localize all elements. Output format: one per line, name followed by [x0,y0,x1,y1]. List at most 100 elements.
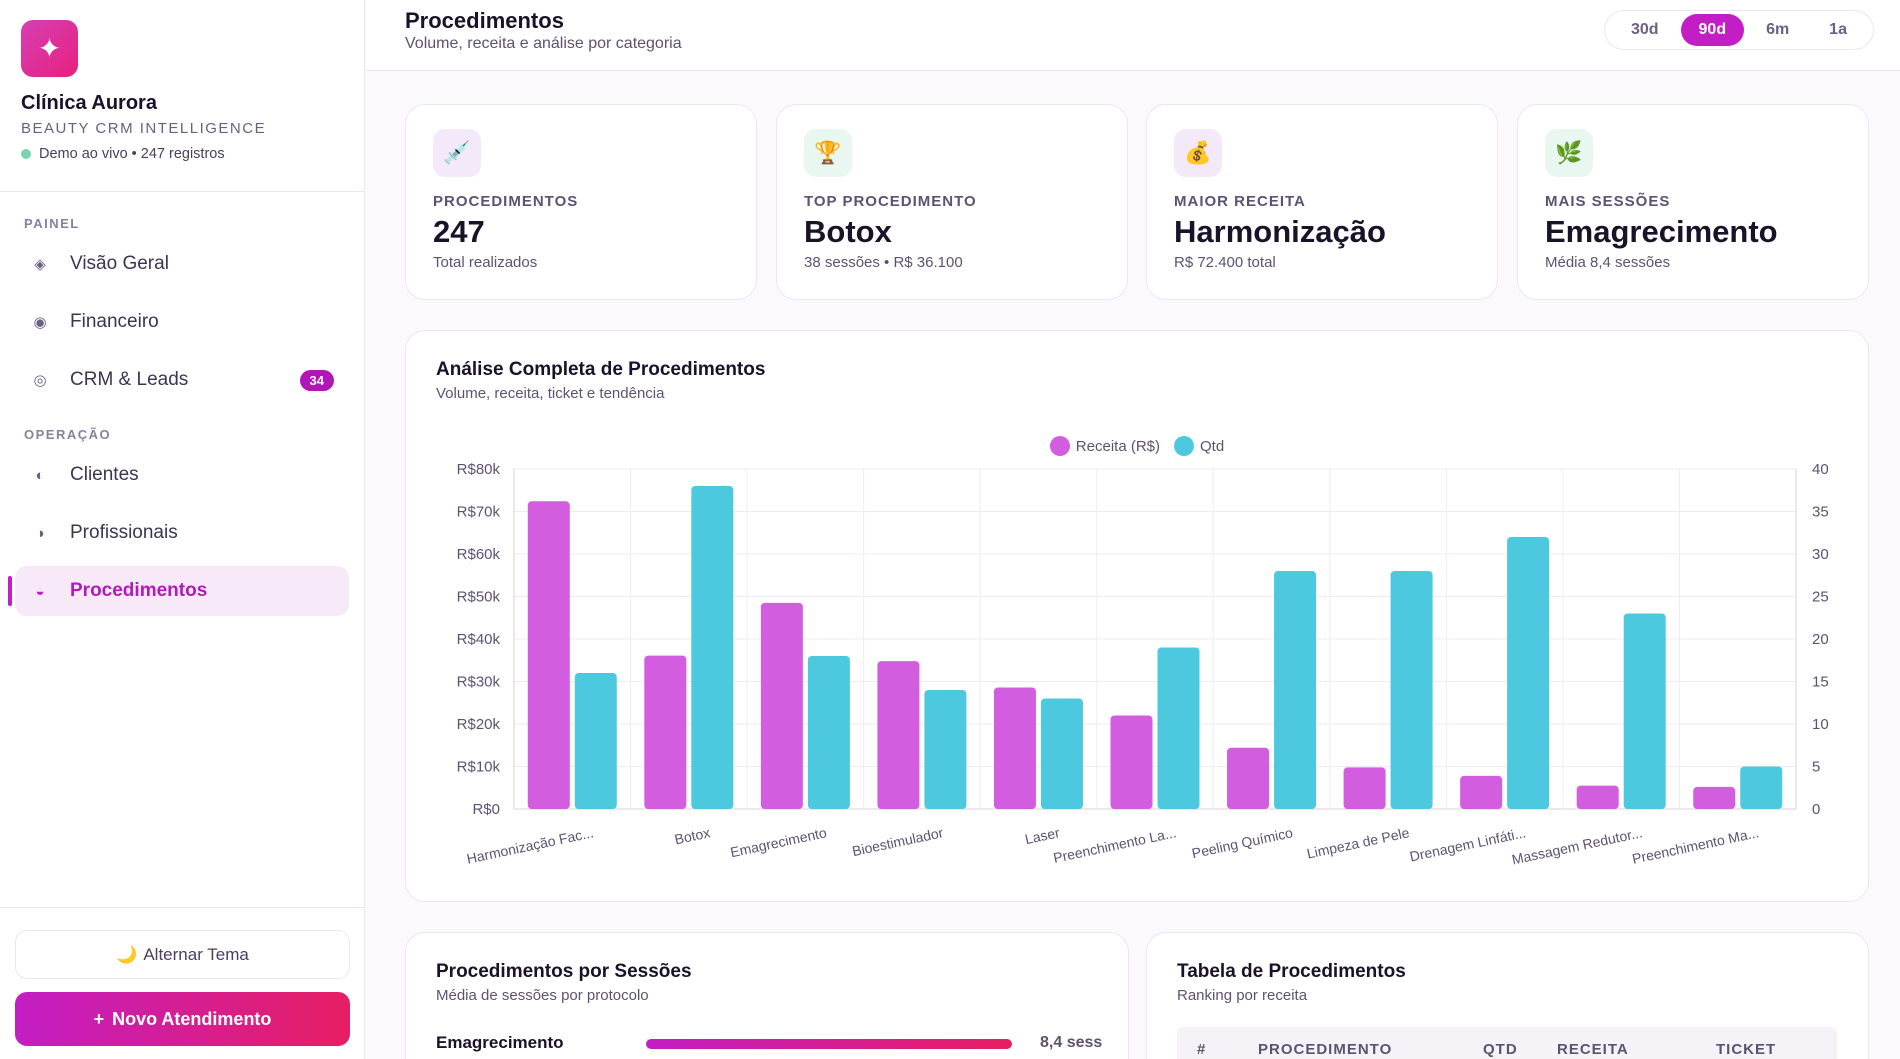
y-tick-label-left: R$20k [457,716,501,733]
session-procedure-name: Emagrecimento [436,1033,564,1052]
sidebar-item-visao-geral[interactable]: ◈ Visão Geral [15,239,349,289]
panel-subtitle: Volume, receita, ticket e tendência [436,385,665,402]
y-tick-label-left: R$80k [457,461,501,478]
bar-qtd [1390,571,1433,809]
bar-receita [1227,747,1270,809]
brand-name: Clínica Aurora [21,92,157,114]
x-tick-label: Laser [1023,824,1061,847]
x-tick-label: Drenagem Linfáti... [1408,824,1527,864]
panel-title: Procedimentos por Sessões [436,961,692,982]
period-6m-button[interactable]: 6m [1766,21,1790,38]
bar-receita [1576,785,1619,809]
y-tick-label-left: R$50k [457,589,501,606]
kpi-subtitle: 38 sessões • R$ 36.100 [804,254,963,271]
sidebar-item-profissionais[interactable]: ◑ Profissionais [15,508,349,558]
brand-subtitle: BEAUTY CRM INTELLIGENCE [21,120,267,137]
procedures-table-panel: Tabela de Procedimentos Ranking por rece… [1146,932,1869,1059]
sidebar-item-financeiro[interactable]: ◉ Financeiro [15,297,349,347]
kpi-card-mais-sessoes: 🌿 MAIS SESSÕES Emagrecimento Média 8,4 s… [1517,104,1869,300]
bar-qtd [924,690,967,809]
bar-qtd [1623,613,1666,809]
new-appointment-label: Novo Atendimento [112,1008,272,1029]
period-30d-button[interactable]: 30d [1630,21,1659,38]
sidebar-item-procedimentos[interactable]: ◒ Procedimentos [8,566,349,616]
top-header: Procedimentos Volume, receita e análise … [366,0,1900,71]
sidebar-item-label: CRM & Leads [70,369,189,390]
sessions-panel: Procedimentos por Sessões Média de sessõ… [405,932,1129,1059]
x-tick-label: Harmonização Fac... [465,824,595,867]
money-bag-icon: 💰 [1174,129,1222,177]
kpi-value: Harmonização [1174,214,1386,249]
y-tick-label-right: 0 [1812,801,1820,818]
sidebar: ✦ Clínica Aurora BEAUTY CRM INTELLIGENCE… [0,0,365,1059]
sidebar-item-label: Profissionais [70,522,178,543]
x-tick-label: Bioestimulador [851,824,945,859]
sidebar-item-label: Clientes [70,464,139,485]
kpi-card-maior-receita: 💰 MAIOR RECEITA Harmonização R$ 72.400 t… [1146,104,1498,300]
bar-receita [760,602,803,809]
column-header-procedimento[interactable]: PROCEDIMENTO [1258,1041,1393,1058]
x-tick-label: Peeling Químico [1190,824,1294,861]
page-title: Procedimentos [405,8,564,33]
period-90d-button[interactable]: 90d [1680,14,1745,46]
column-header-qtd[interactable]: QTD [1483,1041,1518,1058]
panel-subtitle: Ranking por receita [1177,987,1308,1004]
kpi-value: Emagrecimento [1545,214,1778,249]
legend-item-qtd[interactable]: Qtd [1174,436,1224,456]
panel-title: Análise Completa de Procedimentos [436,359,766,380]
column-header-ticket[interactable]: TICKET [1716,1041,1777,1058]
live-status: Demo ao vivo • 247 registros [21,146,343,162]
half-circle-bottom-icon: ◒ [35,582,45,600]
bar-qtd [1274,571,1317,809]
y-tick-label-right: 30 [1812,546,1829,563]
bar-qtd [1040,698,1083,809]
bar-receita [1693,786,1736,809]
kpi-card-top-procedimento: 🏆 TOP PROCEDIMENTO Botox 38 sessões • R$… [776,104,1128,300]
x-tick-label: Preenchimento La... [1052,824,1178,866]
y-tick-label-right: 10 [1812,716,1829,733]
y-tick-label-left: R$30k [457,674,501,691]
legend-item-receita[interactable]: Receita (R$) [1049,436,1160,456]
session-row: Emagrecimento 8,4 sess [436,1033,1106,1055]
sidebar-item-label: Visão Geral [70,253,169,274]
panel-subtitle: Média de sessões por protocolo [436,987,649,1004]
page-subtitle: Volume, receita e análise por categoria [405,35,682,52]
y-tick-label-right: 5 [1812,759,1820,776]
bar-receita [1460,775,1503,809]
brand-block: ✦ Clínica Aurora BEAUTY CRM INTELLIGENCE… [0,0,364,192]
x-tick-label: Limpeza de Pele [1305,824,1411,861]
leads-count-badge: 34 [299,369,334,391]
session-value: 8,4 sess [1040,1034,1103,1051]
kpi-card-procedimentos: 💉 PROCEDIMENTOS 247 Total realizados [405,104,757,300]
nav-section-operacao: OPERAÇÃO [24,427,112,442]
analysis-chart-panel: Análise Completa de Procedimentos Volume… [405,330,1869,902]
sidebar-item-crm-leads[interactable]: ◎ CRM & Leads 34 [15,355,349,405]
period-1a-button[interactable]: 1a [1829,21,1847,38]
bar-receita [644,655,687,809]
legend-swatch [1049,436,1070,456]
ring-icon: ◎ [33,372,47,389]
new-appointment-button[interactable]: + Novo Atendimento [15,992,350,1046]
nav-section-painel: PAINEL [24,216,80,231]
sidebar-item-clientes[interactable]: ◐ Clientes [15,450,349,500]
kpi-value: Botox [804,214,892,249]
bar-receita [1343,767,1386,809]
plus-icon: + [93,1008,105,1029]
column-header-rank[interactable]: # [1197,1041,1207,1058]
bar-receita [993,687,1036,809]
kpi-subtitle: Total realizados [433,254,538,271]
column-header-receita[interactable]: RECEITA [1557,1041,1629,1058]
bar-qtd [1740,766,1783,809]
legend-label: Qtd [1200,437,1225,455]
toggle-theme-button[interactable]: 🌙 Alternar Tema [15,930,350,979]
y-tick-label-left: R$10k [457,759,501,776]
x-tick-label: Emagrecimento [729,824,828,860]
procedures-bar-chart: R$0 0 R$10k 5 R$20k 10 R$30k 15 R$40k 20 R$50k 25 R$… [457,461,1829,868]
moon-icon: 🌙 [116,944,138,964]
kpi-label: MAIOR RECEITA [1174,193,1306,210]
bar-receita [1110,715,1153,809]
diamond-icon: ◈ [34,256,46,273]
kpi-label: TOP PROCEDIMENTO [804,193,977,210]
legend-swatch [1174,436,1194,456]
trophy-icon: 🏆 [804,129,852,177]
